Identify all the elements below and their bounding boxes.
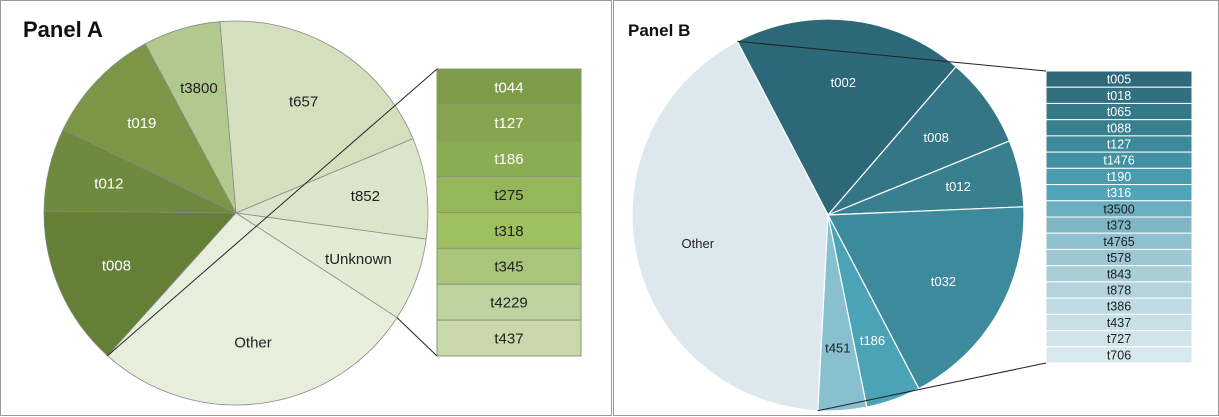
breakdown-row-t4229 bbox=[436, 283, 582, 321]
breakdown-label-t3500: t3500 bbox=[1103, 202, 1134, 216]
breakdown-label-t878: t878 bbox=[1107, 284, 1131, 298]
breakdown-label-t345: t345 bbox=[494, 259, 523, 276]
slice-label-t186: t186 bbox=[860, 333, 885, 348]
panel-b: Panel B t002 t008 t012 t032 t186 t451 Other t00… bbox=[613, 0, 1219, 416]
breakdown-label-t018: t018 bbox=[1107, 89, 1131, 103]
breakdown-label-t727: t727 bbox=[1107, 332, 1131, 346]
breakdown-label-t318: t318 bbox=[494, 223, 523, 240]
breakdown-row-t706 bbox=[1045, 346, 1193, 364]
slice-other bbox=[631, 40, 829, 412]
breakdown-label-t005: t005 bbox=[1107, 73, 1131, 87]
slice-label-t451: t451 bbox=[825, 341, 850, 356]
breakdown-label-t275: t275 bbox=[494, 187, 523, 204]
breakdown-label-t088: t088 bbox=[1107, 121, 1131, 135]
breakdown-row-t127 bbox=[436, 104, 582, 142]
slice-t852 bbox=[234, 138, 429, 240]
slice-label-other: Other bbox=[682, 236, 715, 251]
slice-t002 bbox=[736, 18, 957, 217]
panel-a-title: Panel A bbox=[23, 17, 103, 42]
slice-label-t852: t852 bbox=[351, 188, 380, 205]
breakdown-label-t127: t127 bbox=[494, 115, 523, 132]
slice-label-t657: t657 bbox=[289, 94, 318, 111]
slice-t019 bbox=[62, 43, 237, 214]
connector-line-top bbox=[107, 68, 438, 357]
slice-t032 bbox=[827, 206, 1025, 390]
connector-line-top bbox=[737, 40, 1047, 72]
slice-label-t012: t012 bbox=[946, 179, 971, 194]
panel-a: Panel A t008 t012 t019 t3800 t657 t852 tUnknow… bbox=[0, 0, 612, 416]
breakdown-label-t373: t373 bbox=[1107, 219, 1131, 233]
connector-line-bottom bbox=[817, 362, 1047, 412]
breakdown-label-t1476: t1476 bbox=[1103, 154, 1134, 168]
breakdown-label-t843: t843 bbox=[1107, 267, 1131, 281]
slice-label-t008: t008 bbox=[924, 130, 949, 145]
slice-label-t002: t002 bbox=[831, 75, 856, 90]
breakdown-label-t4229: t4229 bbox=[490, 295, 528, 312]
panel-b-chart: t002 t008 t012 t032 t186 t451 Other t005 t018 t06… bbox=[631, 18, 1193, 412]
breakdown-label-t065: t065 bbox=[1107, 105, 1131, 119]
breakdown-label-t044: t044 bbox=[494, 79, 523, 96]
panel-a-chart: t008 t012 t019 t3800 t657 t852 tUnknown Other t0… bbox=[43, 20, 582, 406]
breakdown-row-t318 bbox=[436, 212, 582, 249]
breakdown-label-t437: t437 bbox=[494, 330, 523, 347]
slice-label-t032: t032 bbox=[931, 274, 956, 289]
breakdown-row-t437 bbox=[436, 319, 582, 357]
breakdown-label-t316: t316 bbox=[1107, 186, 1131, 200]
slice-label-t019: t019 bbox=[127, 115, 156, 132]
slice-label-other: Other bbox=[234, 335, 272, 352]
slice-label-t012: t012 bbox=[94, 175, 123, 192]
slice-label-tunknown: tUnknown bbox=[325, 251, 392, 268]
slice-other bbox=[106, 212, 398, 406]
breakdown-label-t186: t186 bbox=[494, 151, 523, 168]
breakdown-label-t706: t706 bbox=[1107, 348, 1131, 362]
slice-label-t3800: t3800 bbox=[180, 80, 218, 97]
breakdown-label-t4765: t4765 bbox=[1103, 235, 1134, 249]
connector-line-bottom bbox=[396, 317, 438, 357]
breakdown-label-t386: t386 bbox=[1107, 300, 1131, 314]
slice-t008 bbox=[43, 210, 237, 357]
slice-label-t008: t008 bbox=[102, 258, 131, 275]
breakdown-row-t044 bbox=[436, 68, 582, 106]
breakdown-label-t437: t437 bbox=[1107, 316, 1131, 330]
breakdown-label-t190: t190 bbox=[1107, 170, 1131, 184]
breakdown-label-t578: t578 bbox=[1107, 251, 1131, 265]
breakdown-row-t345 bbox=[436, 247, 582, 285]
panel-b-title: Panel B bbox=[628, 21, 691, 40]
slice-t657 bbox=[219, 20, 414, 214]
breakdown-label-t127: t127 bbox=[1107, 138, 1131, 152]
